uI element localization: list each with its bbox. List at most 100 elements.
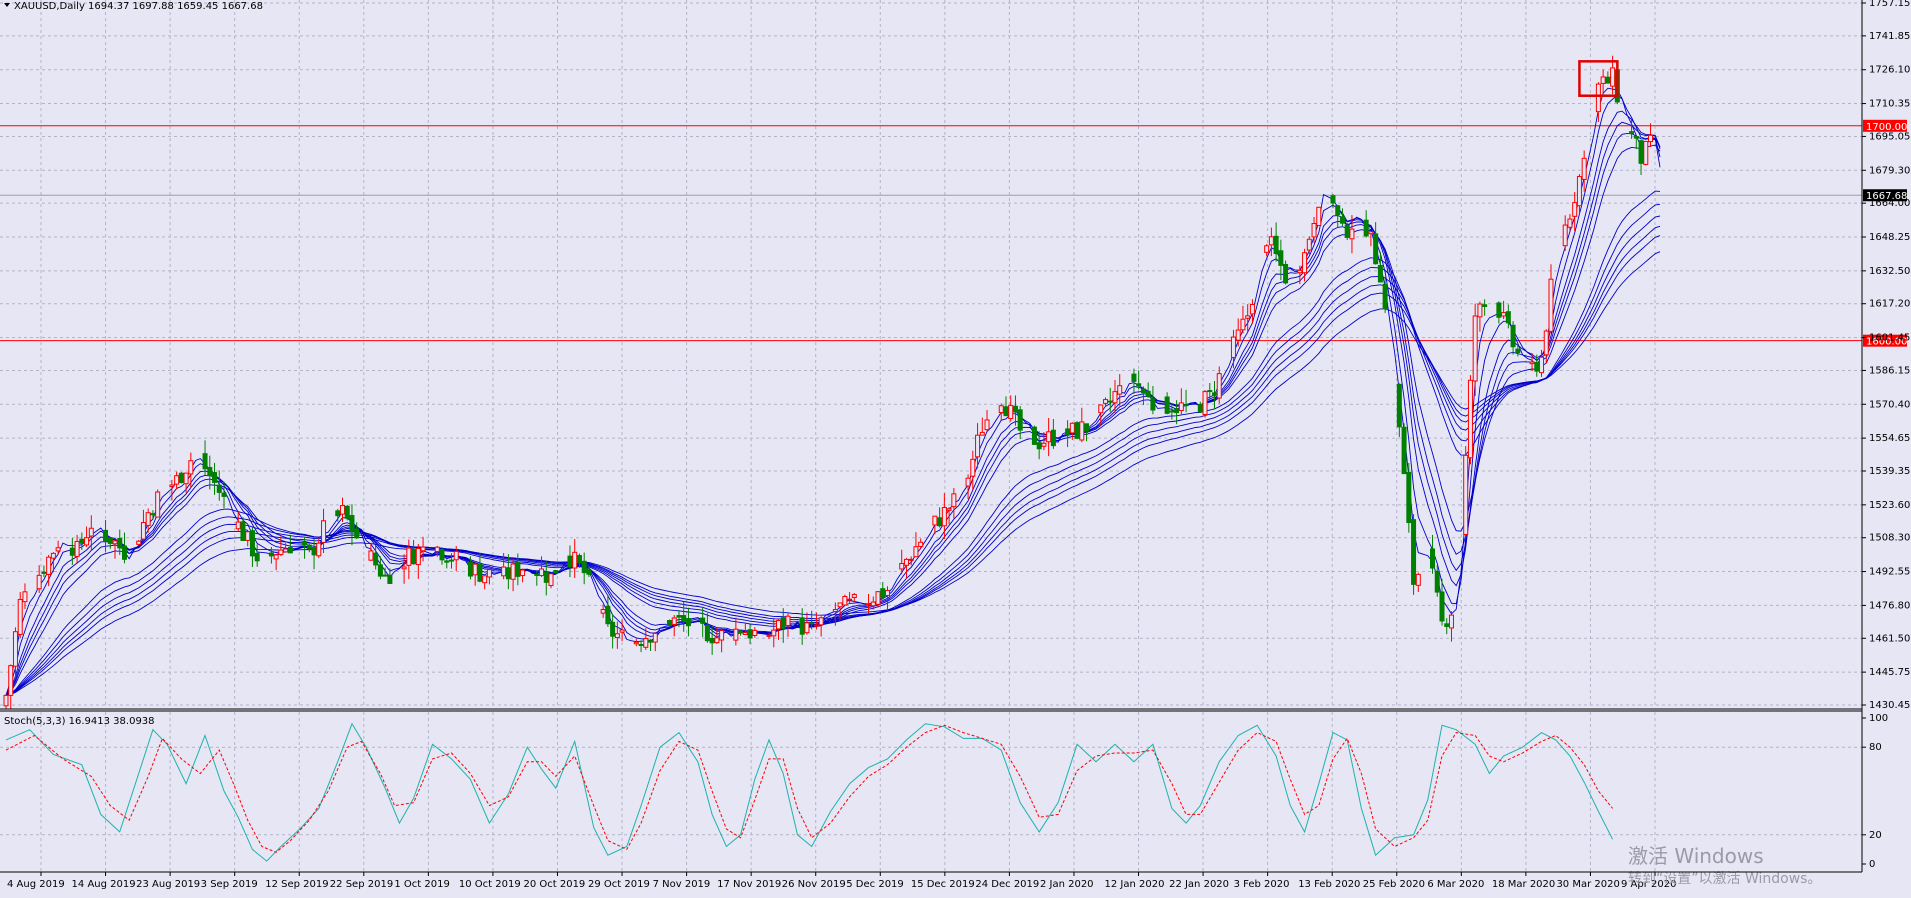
candle xyxy=(1098,404,1104,426)
dropdown-arrow-icon[interactable] xyxy=(4,3,10,7)
candle xyxy=(576,553,582,568)
candle xyxy=(1572,191,1578,232)
price-tick-label: 1679.30 xyxy=(1869,165,1910,176)
candle xyxy=(254,544,260,567)
candle xyxy=(1633,136,1639,150)
candle xyxy=(1136,370,1142,390)
candle xyxy=(117,529,123,555)
horizontal-levels[interactable]: 1700.00 1600.00 1667.68 xyxy=(0,119,1907,348)
candle xyxy=(643,628,649,650)
candle xyxy=(1230,329,1236,369)
date-tick-label: 5 Dec 2019 xyxy=(846,879,904,890)
candle xyxy=(984,410,990,431)
candle xyxy=(1349,215,1355,254)
candle xyxy=(700,608,706,638)
price-tick-label: 1632.50 xyxy=(1869,266,1910,277)
candle xyxy=(1439,578,1445,626)
date-tick-label: 17 Nov 2019 xyxy=(717,879,781,890)
current-price-tag xyxy=(1863,189,1907,202)
candle xyxy=(1273,222,1279,262)
highlight-box[interactable] xyxy=(1578,60,1619,97)
candle xyxy=(36,565,42,593)
date-tick-label: 3 Feb 2020 xyxy=(1234,879,1290,890)
candle xyxy=(619,619,625,642)
candle xyxy=(1235,318,1241,347)
date-tick-label: 2 Jan 2020 xyxy=(1040,879,1094,890)
candle xyxy=(1463,446,1469,539)
candle xyxy=(84,526,90,547)
candle xyxy=(1150,386,1156,415)
candle xyxy=(804,612,810,635)
candle xyxy=(875,591,881,608)
candle xyxy=(1264,244,1270,257)
candle xyxy=(681,601,687,632)
candle xyxy=(1036,431,1042,460)
price-tick-label: 1695.05 xyxy=(1869,131,1910,142)
candle xyxy=(1576,174,1582,215)
price-tick-label: 1523.60 xyxy=(1869,500,1910,511)
price-tick-label: 1554.65 xyxy=(1869,433,1910,444)
date-tick-label: 4 Aug 2019 xyxy=(7,879,65,890)
price-tick-label: 1586.15 xyxy=(1869,365,1910,376)
candle xyxy=(311,538,317,570)
candle xyxy=(1539,349,1545,377)
candle xyxy=(46,554,52,587)
candle xyxy=(1534,354,1540,377)
candle xyxy=(1283,260,1289,285)
candle xyxy=(903,557,909,579)
candle xyxy=(1297,265,1303,285)
price-tick-label: 1664.00 xyxy=(1869,198,1910,209)
candle xyxy=(1629,119,1635,139)
candle xyxy=(510,558,516,592)
candle xyxy=(586,566,592,577)
candle xyxy=(813,612,819,630)
activation-watermark-title: 激活 Windows xyxy=(1628,844,1764,868)
candle xyxy=(1268,227,1274,257)
candle xyxy=(1103,397,1109,408)
candle xyxy=(965,474,971,500)
candle xyxy=(918,538,924,549)
price-tick-label: 1508.30 xyxy=(1869,533,1910,544)
candle xyxy=(453,546,459,571)
candle xyxy=(1008,395,1014,422)
date-tick-label: 24 Dec 2019 xyxy=(975,879,1039,890)
candle xyxy=(368,542,374,561)
date-tick-label: 26 Nov 2019 xyxy=(782,879,846,890)
date-tick-label: 13 Feb 2020 xyxy=(1298,879,1360,890)
date-tick-label: 3 Sep 2019 xyxy=(201,879,258,890)
candle xyxy=(738,629,744,636)
highlight-rectangle[interactable] xyxy=(1578,60,1619,97)
candle xyxy=(572,539,578,579)
candle xyxy=(1335,204,1341,228)
stoch-tick-label: 80 xyxy=(1869,742,1882,753)
candle xyxy=(752,627,758,638)
candle xyxy=(780,608,786,643)
main-chart-panel[interactable] xyxy=(0,0,1862,708)
candle xyxy=(387,568,393,584)
candle xyxy=(1117,374,1123,406)
date-tick-label: 20 Oct 2019 xyxy=(523,879,585,890)
candle xyxy=(349,504,355,546)
candle xyxy=(633,638,639,647)
candle xyxy=(851,593,857,603)
candle xyxy=(88,515,94,551)
date-tick-label: 10 Oct 2019 xyxy=(459,879,521,890)
candle xyxy=(785,613,791,637)
candle xyxy=(1316,206,1322,227)
candle xyxy=(344,505,350,521)
candle xyxy=(747,624,753,644)
candle xyxy=(908,556,914,566)
symbol-label: XAUUSD,Daily xyxy=(14,1,85,12)
candle xyxy=(1496,301,1502,324)
candle xyxy=(249,527,255,568)
stochastic-panel[interactable] xyxy=(0,712,1862,872)
candle xyxy=(1278,239,1284,281)
candle xyxy=(377,556,383,580)
candle xyxy=(870,596,876,610)
candle xyxy=(316,538,322,559)
candle xyxy=(178,471,184,484)
candle xyxy=(69,537,75,565)
candle xyxy=(998,403,1004,421)
